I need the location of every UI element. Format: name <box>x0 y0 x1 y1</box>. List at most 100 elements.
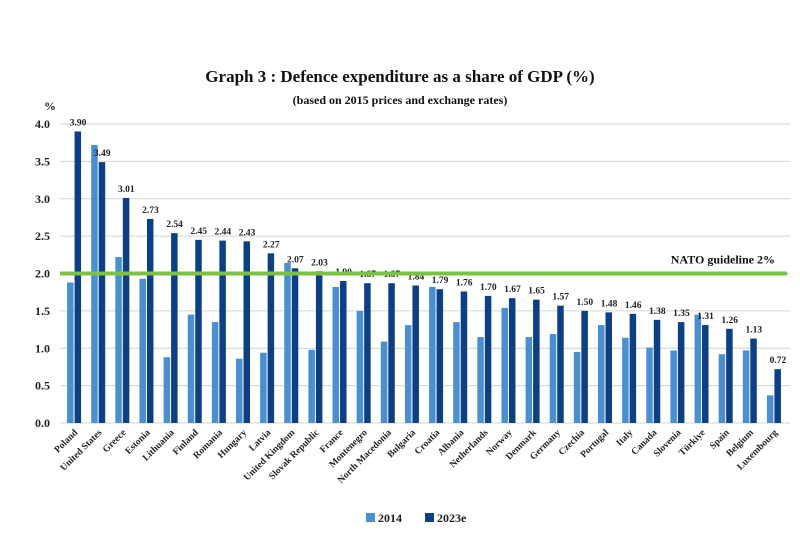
data-label: 1.70 <box>480 283 497 293</box>
bar-2014-luxembourg <box>766 395 774 423</box>
x-tick-label: Italy <box>615 428 636 449</box>
bar-2014-north-macedonia <box>380 341 388 423</box>
bar-2014-latvia <box>260 352 267 423</box>
bar-2023e-greece <box>122 198 130 423</box>
legend-swatch-2014 <box>366 513 375 522</box>
bar-2023e-united-states <box>98 162 106 423</box>
data-label: 1.35 <box>673 309 690 319</box>
bar-2023e-bulgaria <box>412 285 419 423</box>
data-label: 3.01 <box>118 185 135 195</box>
data-label: 2.27 <box>263 240 280 250</box>
bar-2023e-finland <box>195 239 202 423</box>
bar-2014-finland <box>187 314 195 423</box>
bar-2014-slovenia <box>670 350 677 423</box>
data-label: 1.26 <box>721 316 738 326</box>
data-label: 2.07 <box>287 255 304 265</box>
y-tick-label: 2.0 <box>35 267 50 281</box>
data-label: 1.84 <box>408 272 425 282</box>
bar-2014-türkiye <box>694 314 702 423</box>
bar-2014-canada <box>646 347 653 423</box>
legend-label-2014: 2014 <box>378 511 402 525</box>
bar-2014-slovak-republic <box>308 349 315 423</box>
y-tick-label: 1.0 <box>35 341 50 355</box>
chart-subtitle: (based on 2015 prices and exchange rates… <box>293 93 508 107</box>
bar-2014-croatia <box>429 286 436 423</box>
bar-2014-hungary <box>236 358 243 423</box>
bar-2023e-belgium <box>750 338 757 423</box>
bar-2014-denmark <box>525 337 533 423</box>
bar-2014-romania <box>211 322 219 423</box>
data-label: 1.13 <box>745 326 762 336</box>
bar-2014-lithuania <box>163 357 171 423</box>
legend-label-2023e: 2023e <box>437 511 467 525</box>
bar-2014-belgium <box>742 350 750 423</box>
data-label: 0.72 <box>770 356 787 366</box>
bar-2014-united-kingdom <box>284 263 291 423</box>
bar-2023e-estonia <box>146 218 154 423</box>
data-label: 1.46 <box>625 301 642 311</box>
bar-2014-greece <box>115 257 122 423</box>
bar-2014-spain <box>718 354 726 423</box>
data-label: 1.31 <box>697 312 714 322</box>
bar-2014-france <box>332 286 340 423</box>
bar-2023e-luxembourg <box>774 369 781 423</box>
x-tick-label: Slovenia <box>652 428 684 460</box>
data-label: 1.48 <box>601 299 618 309</box>
y-tick-label: 4.0 <box>35 117 50 131</box>
bar-2023e-czechia <box>581 310 588 423</box>
data-label: 1.50 <box>577 298 594 308</box>
bar-2023e-slovenia <box>677 322 685 423</box>
data-label: 3.49 <box>94 149 111 159</box>
bar-2023e-denmark <box>533 299 540 423</box>
bar-2014-germany <box>549 334 557 423</box>
bar-2023e-hungary <box>243 241 250 423</box>
x-tick-label: Türkiye <box>677 428 707 458</box>
bar-2014-united-states <box>91 144 98 423</box>
data-label: 2.45 <box>190 227 207 237</box>
data-label: 1.76 <box>456 278 473 288</box>
bar-2023e-canada <box>653 319 661 423</box>
data-label: 1.38 <box>649 307 666 317</box>
data-label: 2.54 <box>166 220 183 230</box>
data-label: 1.79 <box>432 276 449 286</box>
bar-2023e-latvia <box>267 253 275 423</box>
bar-2023e-france <box>340 280 347 423</box>
y-tick-label: 3.5 <box>35 154 50 168</box>
data-label: 2.44 <box>215 228 232 238</box>
bar-2023e-portugal <box>605 312 612 423</box>
data-label: 3.90 <box>70 118 87 128</box>
bar-2023e-slovak-republic <box>315 271 323 423</box>
data-label: 1.57 <box>552 293 569 303</box>
bar-2023e-italy <box>629 313 637 423</box>
bar-2023e-germany <box>557 305 564 423</box>
bar-2023e-albania <box>460 291 468 423</box>
y-tick-label: 3.0 <box>35 192 50 206</box>
data-label: 2.43 <box>239 228 256 238</box>
bar-2014-albania <box>453 322 460 423</box>
bar-2023e-netherlands <box>484 295 492 423</box>
bar-2023e-spain <box>726 328 733 423</box>
bar-2014-bulgaria <box>404 325 412 423</box>
bar-2023e-poland <box>74 131 82 423</box>
y-tick-label: 0.5 <box>35 379 50 393</box>
bar-2023e-norway <box>508 298 516 423</box>
y-tick-label: 2.5 <box>35 229 50 243</box>
chart-title: Graph 3 : Defence expenditure as a share… <box>205 67 594 86</box>
bar-2023e-türkiye <box>702 325 709 423</box>
data-label: 2.73 <box>142 206 159 216</box>
bar-2014-montenegro <box>356 310 364 423</box>
bar-2023e-croatia <box>436 289 444 423</box>
bar-2014-czechia <box>573 351 581 423</box>
bar-2014-estonia <box>139 278 146 423</box>
bar-2014-poland <box>67 282 74 423</box>
bar-2014-norway <box>501 307 508 423</box>
bar-2023e-united-kingdom <box>291 268 299 423</box>
data-label: 1.65 <box>528 287 545 297</box>
bar-2023e-montenegro <box>364 283 371 423</box>
bar-2023e-romania <box>219 240 226 423</box>
legend-swatch-2023e <box>425 513 434 522</box>
data-label: 2.03 <box>311 258 328 268</box>
bar-2014-italy <box>622 337 629 423</box>
data-label: 1.67 <box>504 285 521 295</box>
